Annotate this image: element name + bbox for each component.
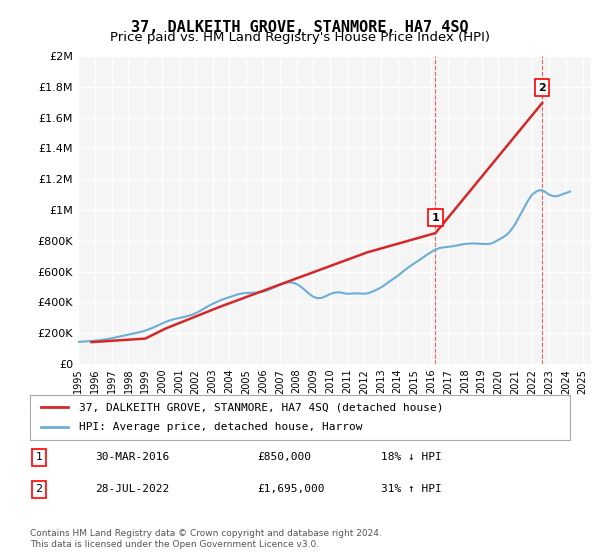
Text: Price paid vs. HM Land Registry's House Price Index (HPI): Price paid vs. HM Land Registry's House … <box>110 31 490 44</box>
Text: 2: 2 <box>538 82 546 92</box>
Text: £850,000: £850,000 <box>257 452 311 462</box>
Text: 37, DALKEITH GROVE, STANMORE, HA7 4SQ: 37, DALKEITH GROVE, STANMORE, HA7 4SQ <box>131 20 469 35</box>
Text: Contains HM Land Registry data © Crown copyright and database right 2024.
This d: Contains HM Land Registry data © Crown c… <box>30 529 382 549</box>
Text: 37, DALKEITH GROVE, STANMORE, HA7 4SQ (detached house): 37, DALKEITH GROVE, STANMORE, HA7 4SQ (d… <box>79 402 443 412</box>
Text: 31% ↑ HPI: 31% ↑ HPI <box>381 484 442 494</box>
Text: HPI: Average price, detached house, Harrow: HPI: Average price, detached house, Harr… <box>79 422 362 432</box>
Text: 1: 1 <box>431 213 439 223</box>
Text: 30-MAR-2016: 30-MAR-2016 <box>95 452 169 462</box>
Text: 1: 1 <box>35 452 43 462</box>
Text: £1,695,000: £1,695,000 <box>257 484 324 494</box>
Text: 18% ↓ HPI: 18% ↓ HPI <box>381 452 442 462</box>
Text: 2: 2 <box>35 484 43 494</box>
Text: 28-JUL-2022: 28-JUL-2022 <box>95 484 169 494</box>
